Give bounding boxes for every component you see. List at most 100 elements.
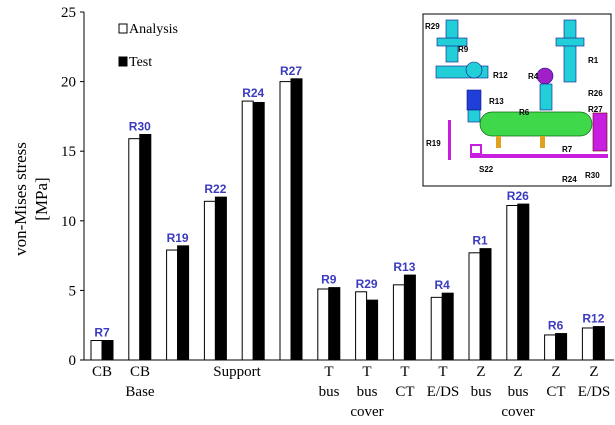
bar-analysis	[581, 327, 594, 361]
bar-analysis	[544, 334, 557, 361]
x-category-label-line: Support	[213, 364, 261, 380]
x-category-label: Support	[213, 364, 261, 380]
x-category-label-line: cover	[501, 404, 534, 420]
x-category-label: CB Base	[125, 364, 155, 400]
bar-test	[441, 292, 454, 361]
bars	[90, 78, 605, 361]
bar-test	[517, 203, 530, 361]
bar-analysis	[128, 138, 141, 361]
y-axis-label-line-2: [MPa]	[32, 177, 51, 220]
inset-tank	[479, 111, 593, 137]
bar-test	[177, 245, 190, 361]
inset-labels: R29 R9 R12 R4 R1 R26 R27 R13 R6 R19 R7 S22 R24 R30	[425, 22, 603, 184]
inset-base-bracket	[470, 144, 482, 155]
inset-label: R30	[585, 171, 600, 180]
inset-left-post	[448, 120, 451, 160]
bar-label: R4	[435, 278, 451, 292]
bar-test	[403, 274, 416, 361]
bar-analysis	[166, 249, 179, 361]
y-tick-label: 25	[61, 5, 76, 21]
bar-label: R27	[280, 64, 302, 78]
inset-label: R26	[588, 89, 603, 98]
bar-label: R19	[167, 231, 189, 245]
bar-test	[328, 287, 341, 361]
x-category-label-line: Base	[125, 384, 155, 400]
y-tick-label: 5	[69, 283, 77, 299]
bar-label: R6	[548, 319, 564, 333]
bar-test	[101, 340, 114, 361]
inset-label: R4	[528, 72, 539, 81]
bar-label: R30	[129, 119, 151, 133]
bar-label: R22	[204, 182, 226, 196]
inset-right-pipe	[563, 19, 577, 83]
inset-label: R29	[425, 22, 440, 31]
x-category-label: Z E/DS	[578, 364, 611, 400]
inset-label: R19	[426, 139, 441, 148]
legend-analysis-label: Analysis	[129, 22, 178, 37]
x-category-label-line: CT	[546, 384, 565, 400]
inset-blue-block	[466, 89, 482, 111]
x-category-label-line: E/DS	[578, 384, 611, 400]
inset-support-right	[540, 136, 545, 148]
bar-test	[555, 333, 568, 361]
y-tick-label: 15	[61, 144, 76, 160]
bar-label: R1	[472, 234, 488, 248]
bar-analysis	[90, 340, 103, 361]
inset-right-riser	[539, 83, 553, 111]
legend-analysis-swatch	[118, 23, 128, 34]
inset-purple-joint	[536, 67, 554, 85]
bar-analysis	[468, 252, 481, 361]
bar-analysis	[279, 81, 292, 361]
x-category-label-line: cover	[350, 404, 383, 420]
y-tick-label: 20	[61, 75, 76, 91]
x-category-label-line: E/DS	[427, 384, 460, 400]
inset-label: S22	[479, 165, 494, 174]
bar-analysis	[241, 100, 254, 361]
x-category-label-line: bus	[357, 384, 378, 400]
inset-label: R1	[588, 56, 599, 65]
legend-test-label: Test	[129, 55, 152, 70]
x-category-label-line: T	[324, 364, 333, 380]
x-category-label-line: bus	[471, 384, 492, 400]
x-category-label-line: bus	[319, 384, 340, 400]
x-category-label-line: CT	[395, 384, 414, 400]
inset-left-joint	[465, 61, 483, 79]
bar-analysis	[355, 291, 368, 361]
bar-analysis	[392, 284, 405, 361]
bar-label: R7	[94, 326, 110, 340]
bar-analysis	[203, 200, 216, 361]
inset-left-riser	[467, 109, 481, 123]
x-category-label-line: Z	[476, 364, 485, 380]
inset-label: R13	[489, 97, 504, 106]
bar-test	[252, 101, 265, 361]
inset-schematic-diagram: R29 R9 R12 R4 R1 R26 R27 R13 R6 R19 R7 S22 R24 R30	[422, 13, 612, 187]
x-category-label-line: CB	[130, 364, 150, 380]
y-axis-label-line-1: von-Mises stress	[11, 142, 30, 256]
bar-label: R9	[321, 273, 337, 287]
bar-test	[139, 133, 152, 361]
x-category-label-line: Z	[551, 364, 560, 380]
x-category-label-line: T	[362, 364, 371, 380]
x-category-label: T CT	[395, 364, 414, 400]
y-tick-label: 0	[69, 353, 77, 369]
inset-label: R9	[458, 45, 469, 54]
inset-support-left	[496, 136, 501, 148]
inset-right-flange	[555, 37, 585, 47]
x-category-label-line: bus	[508, 384, 529, 400]
bar-analysis	[430, 296, 443, 361]
inset-left-flange	[436, 37, 468, 47]
bar-test	[592, 326, 605, 361]
x-category-label-line: T	[400, 364, 409, 380]
inset-label: R12	[493, 71, 508, 80]
bar-test	[366, 299, 379, 361]
y-axis: 0 5 10 15 20 25	[61, 5, 85, 369]
legend: Analysis Test	[118, 22, 178, 70]
bar-label: R13	[393, 260, 415, 274]
legend-test-swatch	[118, 56, 128, 67]
bar-test	[214, 196, 227, 361]
bar-analysis	[506, 204, 519, 361]
